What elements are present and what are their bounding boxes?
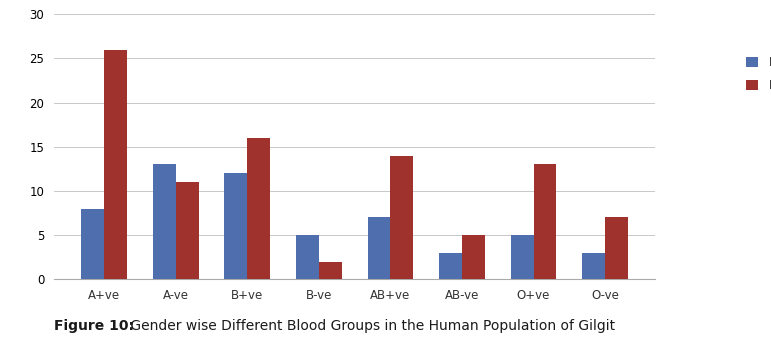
Bar [390, 156, 413, 279]
Bar [439, 253, 462, 279]
Bar [510, 235, 534, 279]
Bar [104, 50, 127, 279]
Bar [582, 253, 605, 279]
Bar [462, 235, 485, 279]
Bar [534, 164, 557, 279]
Bar [81, 209, 104, 279]
Legend: Male, Female: Male, Female [742, 52, 771, 96]
Bar [605, 217, 628, 279]
Bar [368, 217, 390, 279]
Bar [319, 262, 342, 279]
Bar [247, 138, 270, 279]
Bar [176, 182, 199, 279]
Bar [296, 235, 319, 279]
Bar [224, 173, 247, 279]
Bar [153, 164, 176, 279]
Text: Gender wise Different Blood Groups in the Human Population of Gilgit: Gender wise Different Blood Groups in th… [126, 319, 614, 333]
Text: Figure 10:: Figure 10: [54, 319, 134, 333]
